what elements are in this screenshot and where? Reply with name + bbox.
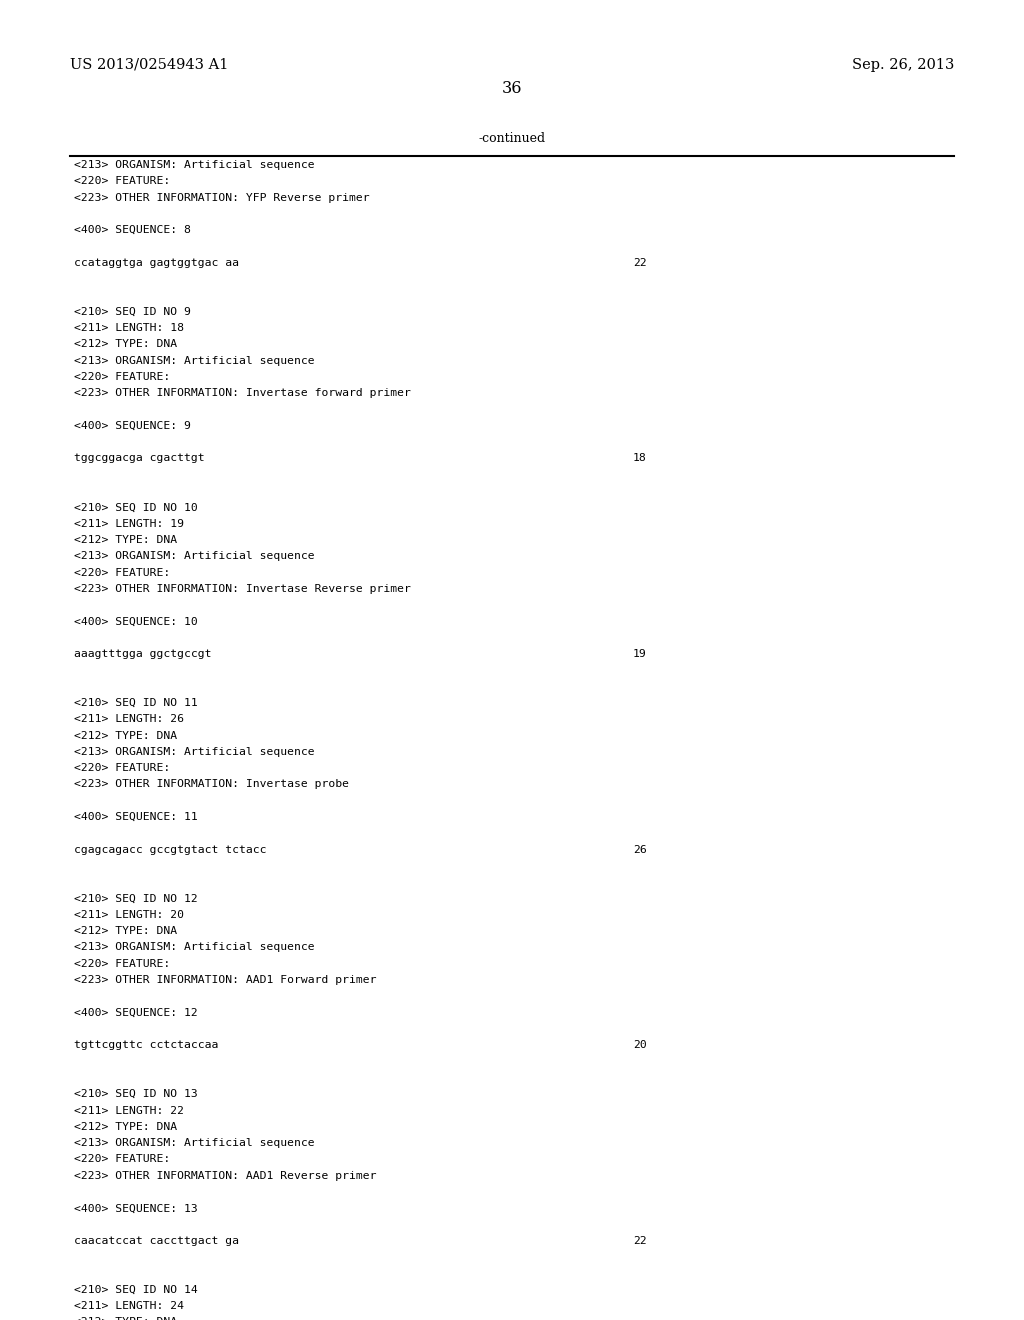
- Text: <220> FEATURE:: <220> FEATURE:: [74, 177, 170, 186]
- Text: <213> ORGANISM: Artificial sequence: <213> ORGANISM: Artificial sequence: [74, 942, 314, 953]
- Text: <223> OTHER INFORMATION: AAD1 Reverse primer: <223> OTHER INFORMATION: AAD1 Reverse pr…: [74, 1171, 376, 1180]
- Text: <210> SEQ ID NO 9: <210> SEQ ID NO 9: [74, 306, 190, 317]
- Text: <213> ORGANISM: Artificial sequence: <213> ORGANISM: Artificial sequence: [74, 355, 314, 366]
- Text: tggcggacga cgacttgt: tggcggacga cgacttgt: [74, 454, 205, 463]
- Text: <210> SEQ ID NO 11: <210> SEQ ID NO 11: [74, 698, 198, 708]
- Text: <220> FEATURE:: <220> FEATURE:: [74, 1155, 170, 1164]
- Text: <400> SEQUENCE: 11: <400> SEQUENCE: 11: [74, 812, 198, 822]
- Text: 19: 19: [633, 649, 646, 659]
- Text: <210> SEQ ID NO 13: <210> SEQ ID NO 13: [74, 1089, 198, 1100]
- Text: <212> TYPE: DNA: <212> TYPE: DNA: [74, 1122, 177, 1131]
- Text: <223> OTHER INFORMATION: Invertase forward primer: <223> OTHER INFORMATION: Invertase forwa…: [74, 388, 411, 399]
- Text: <212> TYPE: DNA: <212> TYPE: DNA: [74, 1317, 177, 1320]
- Text: 22: 22: [633, 1236, 646, 1246]
- Text: <223> OTHER INFORMATION: AAD1 Forward primer: <223> OTHER INFORMATION: AAD1 Forward pr…: [74, 975, 376, 985]
- Text: <210> SEQ ID NO 10: <210> SEQ ID NO 10: [74, 503, 198, 512]
- Text: <400> SEQUENCE: 8: <400> SEQUENCE: 8: [74, 226, 190, 235]
- Text: <212> TYPE: DNA: <212> TYPE: DNA: [74, 339, 177, 350]
- Text: <211> LENGTH: 19: <211> LENGTH: 19: [74, 519, 183, 528]
- Text: <220> FEATURE:: <220> FEATURE:: [74, 568, 170, 578]
- Text: <210> SEQ ID NO 14: <210> SEQ ID NO 14: [74, 1284, 198, 1295]
- Text: <212> TYPE: DNA: <212> TYPE: DNA: [74, 535, 177, 545]
- Text: -continued: -continued: [478, 132, 546, 145]
- Text: <220> FEATURE:: <220> FEATURE:: [74, 372, 170, 381]
- Text: <210> SEQ ID NO 12: <210> SEQ ID NO 12: [74, 894, 198, 904]
- Text: US 2013/0254943 A1: US 2013/0254943 A1: [70, 58, 228, 71]
- Text: aaagtttgga ggctgccgt: aaagtttgga ggctgccgt: [74, 649, 211, 659]
- Text: <213> ORGANISM: Artificial sequence: <213> ORGANISM: Artificial sequence: [74, 160, 314, 170]
- Text: <220> FEATURE:: <220> FEATURE:: [74, 958, 170, 969]
- Text: <400> SEQUENCE: 9: <400> SEQUENCE: 9: [74, 421, 190, 430]
- Text: ccataggtga gagtggtgac aa: ccataggtga gagtggtgac aa: [74, 257, 239, 268]
- Text: <400> SEQUENCE: 10: <400> SEQUENCE: 10: [74, 616, 198, 627]
- Text: <400> SEQUENCE: 13: <400> SEQUENCE: 13: [74, 1204, 198, 1213]
- Text: <211> LENGTH: 18: <211> LENGTH: 18: [74, 323, 183, 333]
- Text: <211> LENGTH: 20: <211> LENGTH: 20: [74, 909, 183, 920]
- Text: <211> LENGTH: 26: <211> LENGTH: 26: [74, 714, 183, 725]
- Text: <223> OTHER INFORMATION: YFP Reverse primer: <223> OTHER INFORMATION: YFP Reverse pri…: [74, 193, 370, 202]
- Text: <220> FEATURE:: <220> FEATURE:: [74, 763, 170, 774]
- Text: 22: 22: [633, 257, 646, 268]
- Text: 18: 18: [633, 454, 646, 463]
- Text: <400> SEQUENCE: 12: <400> SEQUENCE: 12: [74, 1007, 198, 1018]
- Text: tgttcggttc cctctaccaa: tgttcggttc cctctaccaa: [74, 1040, 218, 1051]
- Text: 20: 20: [633, 1040, 646, 1051]
- Text: <223> OTHER INFORMATION: Invertase probe: <223> OTHER INFORMATION: Invertase probe: [74, 780, 349, 789]
- Text: <211> LENGTH: 24: <211> LENGTH: 24: [74, 1302, 183, 1311]
- Text: cgagcagacc gccgtgtact tctacc: cgagcagacc gccgtgtact tctacc: [74, 845, 266, 854]
- Text: <211> LENGTH: 22: <211> LENGTH: 22: [74, 1106, 183, 1115]
- Text: caacatccat caccttgact ga: caacatccat caccttgact ga: [74, 1236, 239, 1246]
- Text: 26: 26: [633, 845, 646, 854]
- Text: <213> ORGANISM: Artificial sequence: <213> ORGANISM: Artificial sequence: [74, 747, 314, 756]
- Text: <223> OTHER INFORMATION: Invertase Reverse primer: <223> OTHER INFORMATION: Invertase Rever…: [74, 583, 411, 594]
- Text: <213> ORGANISM: Artificial sequence: <213> ORGANISM: Artificial sequence: [74, 552, 314, 561]
- Text: 36: 36: [502, 81, 522, 96]
- Text: <213> ORGANISM: Artificial sequence: <213> ORGANISM: Artificial sequence: [74, 1138, 314, 1148]
- Text: Sep. 26, 2013: Sep. 26, 2013: [852, 58, 954, 71]
- Text: <212> TYPE: DNA: <212> TYPE: DNA: [74, 730, 177, 741]
- Text: <212> TYPE: DNA: <212> TYPE: DNA: [74, 927, 177, 936]
